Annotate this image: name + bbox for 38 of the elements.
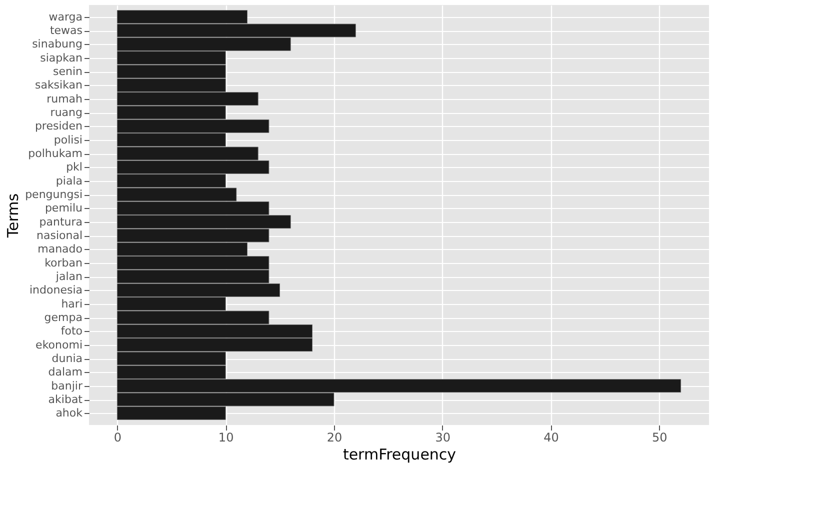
y-tick-label: pemilu <box>44 202 82 215</box>
y-tick-label: ruang <box>50 106 82 119</box>
x-tick-label: 40 <box>544 430 559 444</box>
x-tick-label: 20 <box>326 430 342 444</box>
y-tick-label: korban <box>44 256 83 270</box>
x-tick-label: 10 <box>218 430 234 444</box>
y-tick-label: piala <box>56 174 82 188</box>
y-tick-label: saksikan <box>34 78 83 92</box>
y-tick-label: pengungsi <box>25 188 82 201</box>
y-tick-label: sinabung <box>32 38 82 51</box>
y-tick-label: nasional <box>36 229 82 242</box>
y-tick-label: hari <box>61 297 82 310</box>
y-tick-label: siapkan <box>40 51 83 64</box>
x-axis-title: termFrequency <box>342 446 456 464</box>
y-tick-label: pkl <box>66 160 82 174</box>
y-tick-label: polisi <box>54 133 82 146</box>
y-tick-label: polhukam <box>28 147 82 160</box>
y-tick-label: pantura <box>39 215 82 228</box>
y-tick-label: warga <box>48 10 82 24</box>
y-tick-label: banjir <box>51 379 83 392</box>
y-tick-label: foto <box>60 324 83 338</box>
x-tick-label: 0 <box>114 430 122 444</box>
y-tick-label: ekonomi <box>36 338 82 352</box>
y-tick-label: dunia <box>52 352 82 365</box>
y-tick-label: gempa <box>44 311 82 324</box>
y-tick-label: manado <box>38 242 83 256</box>
y-tick-label: dalam <box>48 366 82 379</box>
x-tick-label: 50 <box>652 430 668 444</box>
y-tick-label: akibat <box>48 393 84 406</box>
x-tick-label: 30 <box>435 430 450 444</box>
y-tick-label: presiden <box>34 120 83 133</box>
y-tick-label: indonesia <box>29 284 82 297</box>
y-tick-label: senin <box>53 65 83 78</box>
y-tick-label: ahok <box>56 406 84 420</box>
y-tick-label: rumah <box>46 92 83 106</box>
y-tick-label: jalan <box>54 270 83 283</box>
y-tick-label: tewas <box>50 24 83 37</box>
y-axis-title: Terms <box>4 193 22 239</box>
